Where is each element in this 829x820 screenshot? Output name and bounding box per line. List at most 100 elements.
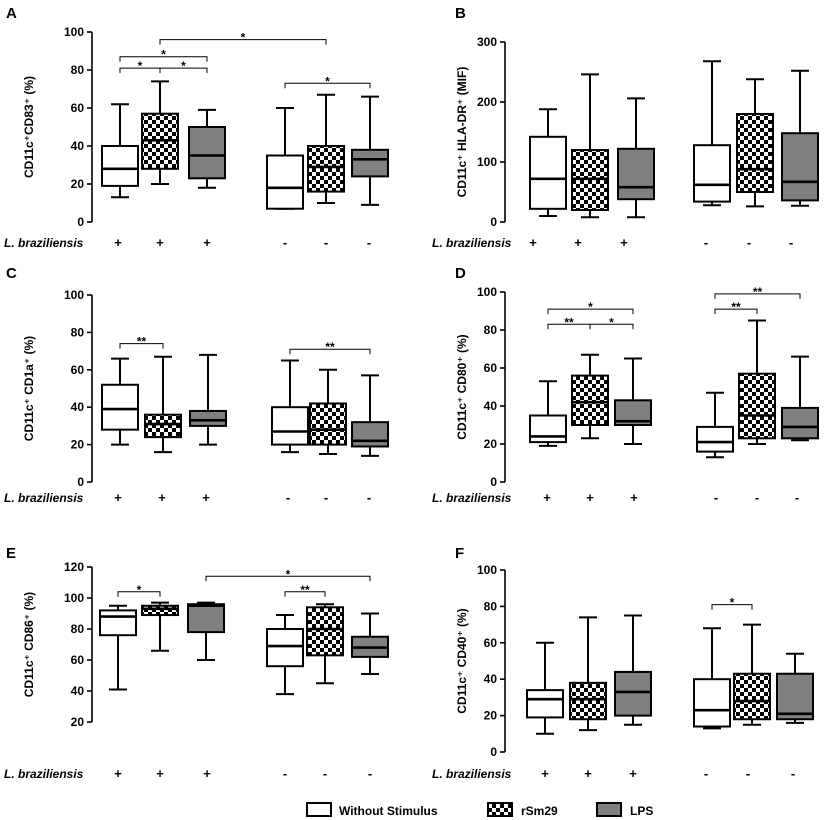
box-plot-lps [351, 374, 389, 457]
category-label: - [324, 490, 328, 505]
significance-label: * [609, 315, 614, 329]
box-plot-rsm29 [571, 353, 609, 440]
legend-label-without-stimulus: Without Stimulus [339, 804, 438, 818]
box-iqr [617, 147, 655, 201]
y-tick-label: 40 [484, 399, 498, 413]
category-label: - [283, 235, 287, 250]
significance-bracket [284, 591, 326, 597]
y-axis: 20 40 60 80 100 120 [64, 560, 93, 729]
box-iqr [733, 672, 771, 721]
significance-bracket [714, 293, 801, 299]
significance-annotation: * [711, 596, 753, 610]
y-tick-label: 0 [490, 745, 497, 759]
category-label: + [620, 235, 628, 250]
category-label: - [323, 766, 327, 781]
panels: A 0 20 40 60 80 100 CD11c⁺CD83⁺ (%) L. brazilien… [4, 5, 819, 781]
box-plot-rsm29 [571, 73, 609, 219]
category-label: + [156, 235, 164, 250]
box-iqr [266, 154, 304, 210]
y-tick-label: 0 [77, 215, 84, 229]
category-label: - [283, 766, 287, 781]
category-label: - [755, 490, 759, 505]
box-plot-without-stimulus [101, 103, 139, 199]
category-label: - [324, 235, 328, 250]
significance-annotation: * [159, 31, 327, 45]
y-axis: 0 20 40 60 80 100 [64, 288, 93, 489]
legend-label-lps: LPS [630, 804, 653, 818]
box-iqr [571, 374, 609, 427]
box-iqr [569, 681, 607, 721]
significance-annotation: ** [119, 335, 164, 349]
box-iqr [141, 604, 179, 617]
box-plot-rsm29 [736, 78, 774, 208]
panel-c: C 0 20 40 60 80 100 CD11c⁺ CD1a⁺ (%) L. brazilie… [4, 265, 389, 505]
box-plot-without-stimulus [529, 380, 567, 447]
y-tick-label: 40 [484, 672, 498, 686]
box-iqr [351, 148, 389, 178]
y-tick-label: 20 [71, 438, 85, 452]
box-iqr [781, 406, 819, 440]
box-plot-rsm29 [141, 601, 179, 652]
y-tick-label: 80 [71, 622, 85, 636]
box-iqr [309, 402, 347, 446]
y-tick-label: 100 [64, 288, 84, 302]
significance-label: ** [753, 285, 763, 299]
box-plot-lps [614, 614, 652, 726]
category-label: + [114, 490, 122, 505]
box-iqr [736, 113, 774, 193]
box-plot-rsm29 [309, 368, 347, 455]
y-tick-label: 80 [71, 63, 85, 77]
significance-label: ** [325, 340, 335, 354]
box-plot-without-stimulus [266, 107, 304, 210]
box-plot-lps [781, 69, 819, 207]
panel-letter: B [455, 5, 466, 22]
box-plot-without-stimulus [693, 627, 731, 730]
x-axis-row: L. braziliensis + + + - - - [4, 766, 372, 781]
y-tick-label: 20 [71, 715, 85, 729]
significance-bracket [159, 39, 327, 45]
box-iqr [307, 145, 345, 193]
category-label: - [367, 235, 371, 250]
x-axis-label: L. braziliensis [432, 491, 512, 505]
box-plot-without-stimulus [693, 60, 731, 207]
box-iqr [693, 678, 731, 728]
panel-letter: A [6, 5, 17, 22]
significance-annotation: ** [284, 583, 326, 597]
y-tick-label: 60 [484, 636, 498, 650]
category-label: - [367, 490, 371, 505]
box-plot-rsm29 [569, 616, 607, 732]
box-plot-rsm29 [306, 603, 344, 685]
y-axis-label: CD11c⁺ CD80⁺ (%) [455, 334, 469, 439]
box-iqr [101, 145, 139, 187]
y-tick-label: 20 [484, 709, 498, 723]
y-axis-label: CD11c⁺ CD40⁺ (%) [455, 608, 469, 713]
category-label: + [114, 766, 122, 781]
box-plot-without-stimulus [101, 357, 139, 446]
significance-annotation: ** [714, 300, 758, 314]
significance-bracket [117, 591, 161, 597]
y-axis: 0 100 200 300 [477, 35, 506, 229]
significance-annotation: * [589, 315, 634, 330]
legend-swatch-lps [596, 802, 622, 817]
box-plot-lps [188, 108, 226, 189]
y-axis-label: CD11c⁺ CD1a⁺ (%) [22, 336, 36, 441]
significance-label: * [241, 31, 246, 45]
significance-bracket [289, 348, 371, 355]
y-tick-label: 100 [64, 25, 84, 39]
y-axis-label: CD11c⁺CD83⁺ (%) [22, 76, 36, 178]
x-axis-row: L. braziliensis + + + - - - [432, 766, 795, 781]
significance-bracket [711, 604, 753, 610]
box-plot-lps [351, 95, 389, 206]
x-axis-row: L. braziliensis + + + - - - [432, 490, 799, 505]
panel-e: E 20 40 60 80 100 120 CD11c⁺ CD86⁺ (%) L. brazil… [4, 545, 389, 781]
panel-d: D 0 20 40 60 80 100 CD11c⁺ CD80⁺ (%) L. brazilie… [432, 265, 819, 505]
x-axis-row: L. braziliensis + + + - - - [4, 490, 371, 505]
significance-annotation: * [205, 567, 371, 582]
x-axis-label: L. braziliensis [432, 767, 512, 781]
y-tick-label: 200 [477, 95, 497, 109]
y-tick-label: 100 [477, 285, 497, 299]
significance-label: ** [564, 315, 574, 329]
x-axis-label: L. braziliensis [4, 767, 84, 781]
box-plot-without-stimulus [99, 604, 137, 691]
significance-annotation: ** [289, 340, 371, 355]
